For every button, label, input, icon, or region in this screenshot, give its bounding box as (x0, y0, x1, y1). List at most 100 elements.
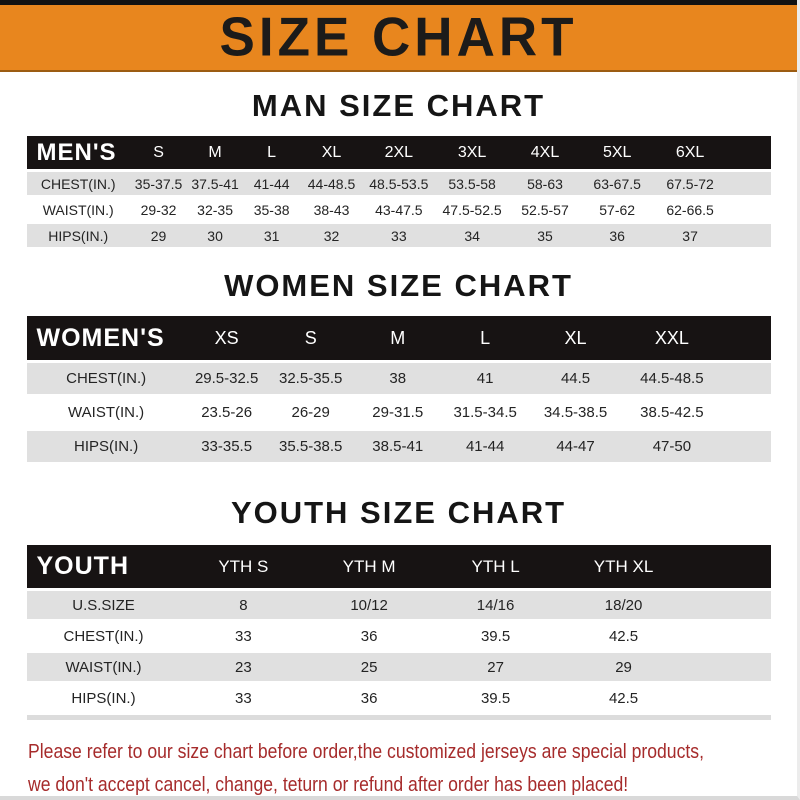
measurement-row: HIPS(IN.) 33-35.5 35.5-38.5 38.5-41 41-44 44-… (26, 431, 771, 462)
size-column-header: YTH XL (559, 545, 688, 588)
filler-header-cell (726, 136, 771, 169)
size-value-cell: 42.5 (559, 684, 688, 712)
size-value-cell: 10/12 (306, 591, 432, 619)
size-value-cell: 34 (434, 224, 510, 247)
size-value-cell: 36 (306, 684, 432, 712)
size-value-cell: 32.5-35.5 (267, 363, 354, 394)
size-column-header: L (242, 136, 301, 169)
filler-cell (687, 591, 771, 619)
size-column-header: YTH L (431, 545, 560, 588)
corner-label: MEN'S (26, 136, 130, 169)
size-value-cell: 33 (180, 684, 307, 712)
filler-header-cell (687, 545, 771, 588)
size-value-cell: 32 (300, 224, 363, 247)
size-value-cell: 37 (653, 224, 727, 247)
size-value-cell: 38 (353, 363, 442, 394)
size-value-cell: 39.5 (431, 622, 560, 650)
size-value-cell: 42.5 (559, 622, 688, 650)
size-value-cell: 35 (509, 224, 581, 247)
size-value-cell: 25 (306, 653, 432, 681)
size-value-cell: 18/20 (559, 591, 688, 619)
measurement-row: WAIST(IN.) 23 25 27 29 (26, 653, 771, 681)
size-value-cell: 35-37.5 (129, 172, 188, 195)
row-label: U.S.SIZE (26, 591, 181, 619)
youth-size-chart-section: YOUTH SIZE CHART YOUTH YTH S YTH M YTH L YTH… (0, 497, 797, 720)
measurement-row: CHEST(IN.) 35-37.5 37.5-41 41-44 44-48.5 48.5… (26, 172, 771, 195)
size-value-cell: 23 (180, 653, 307, 681)
size-column-header: L (441, 316, 529, 360)
row-label: HIPS(IN.) (26, 684, 181, 712)
size-value-cell: 44-48.5 (300, 172, 363, 195)
size-value-cell: 33 (180, 622, 307, 650)
size-value-cell: 36 (580, 224, 654, 247)
filler-cell (726, 224, 771, 247)
size-value-cell: 41-44 (441, 431, 529, 462)
size-column-header: 6XL (653, 136, 727, 169)
size-value-cell: 38-43 (300, 198, 363, 221)
size-value-cell: 41 (441, 363, 529, 394)
size-value-cell: 43-47.5 (362, 198, 435, 221)
man-size-table: MEN'S S M L XL 2XL 3XL 4XL 5XL 6XL CHEST(IN.) 35-37… (26, 133, 771, 250)
size-value-cell: 32-35 (187, 198, 243, 221)
row-label: WAIST(IN.) (26, 653, 181, 681)
size-value-cell: 57-62 (580, 198, 654, 221)
size-value-cell: 44.5-48.5 (622, 363, 722, 394)
women-size-table: WOMEN'S XS S M L XL XXL CHEST(IN.) 29.5-32.5 32.5… (26, 313, 771, 465)
size-value-cell: 63-67.5 (580, 172, 654, 195)
table-header-row: MEN'S S M L XL 2XL 3XL 4XL 5XL 6XL (26, 136, 771, 169)
size-value-cell: 44.5 (528, 363, 623, 394)
size-column-header: YTH S (180, 545, 307, 588)
filler-cell (687, 622, 771, 650)
measurement-row: HIPS(IN.) 33 36 39.5 42.5 (26, 684, 771, 712)
size-column-header: M (353, 316, 442, 360)
size-column-header: 5XL (580, 136, 654, 169)
size-value-cell: 35.5-38.5 (267, 431, 354, 462)
size-column-header: XXL (622, 316, 722, 360)
filler-cell (726, 172, 771, 195)
measurement-row: CHEST(IN.) 29.5-32.5 32.5-35.5 38 41 44.5 44.5… (26, 363, 771, 394)
row-label: HIPS(IN.) (26, 224, 130, 247)
size-value-cell: 37.5-41 (187, 172, 243, 195)
disclaimer-line-1: Please refer to our size chart before or… (28, 741, 704, 763)
size-value-cell: 35-38 (242, 198, 301, 221)
size-column-header: 4XL (509, 136, 581, 169)
size-value-cell: 26-29 (267, 397, 354, 428)
table-header-row: WOMEN'S XS S M L XL XXL (26, 316, 771, 360)
row-label: CHEST(IN.) (26, 363, 186, 394)
size-column-header: 3XL (434, 136, 510, 169)
size-column-header: S (129, 136, 188, 169)
measurement-row: HIPS(IN.) 29 30 31 32 33 34 35 36 37 (26, 224, 771, 247)
size-value-cell: 23.5-26 (185, 397, 268, 428)
filler-cell (726, 198, 771, 221)
page-title: SIZE CHART (219, 6, 578, 69)
size-value-cell: 33-35.5 (185, 431, 268, 462)
size-column-header: XL (300, 136, 363, 169)
table-header-row: YOUTH YTH S YTH M YTH L YTH XL (26, 545, 771, 588)
size-value-cell: 33 (362, 224, 435, 247)
size-value-cell: 27 (431, 653, 560, 681)
corner-label: YOUTH (26, 545, 181, 588)
filler-cell (687, 684, 771, 712)
size-value-cell: 29 (559, 653, 688, 681)
filler-cell (721, 397, 771, 428)
size-value-cell: 44-47 (528, 431, 623, 462)
size-value-cell: 30 (187, 224, 243, 247)
size-value-cell: 62-66.5 (653, 198, 727, 221)
filler-cell (721, 363, 771, 394)
size-value-cell: 29-31.5 (353, 397, 442, 428)
size-value-cell: 31.5-34.5 (441, 397, 529, 428)
disclaimer-line-2: we don't accept cancel, change, teturn o… (28, 774, 629, 796)
size-value-cell: 36 (306, 622, 432, 650)
size-value-cell: 34.5-38.5 (528, 397, 623, 428)
size-column-header: XL (528, 316, 623, 360)
man-size-chart-title: MAN SIZE CHART (251, 88, 546, 123)
size-value-cell: 14/16 (431, 591, 560, 619)
size-value-cell: 8 (180, 591, 307, 619)
row-label: HIPS(IN.) (26, 431, 186, 462)
corner-label: WOMEN'S (26, 316, 186, 360)
size-value-cell: 29-32 (129, 198, 188, 221)
size-column-header: 2XL (362, 136, 435, 169)
size-value-cell: 47.5-52.5 (434, 198, 510, 221)
row-label: CHEST(IN.) (26, 172, 130, 195)
